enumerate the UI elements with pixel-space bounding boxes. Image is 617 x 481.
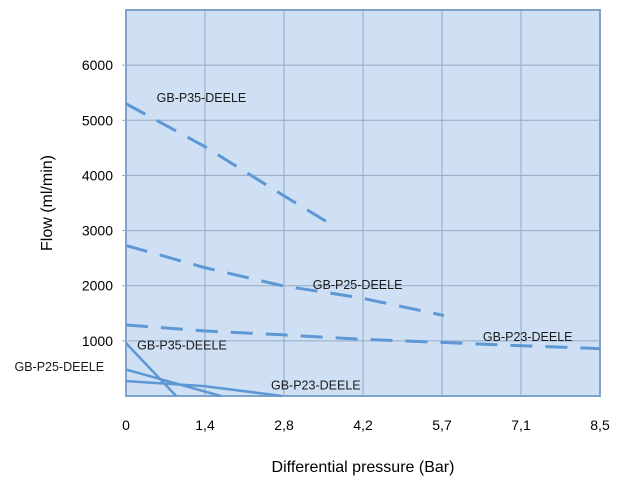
- y-tick-label: 4000: [82, 167, 113, 183]
- series-line-gb-p23-deele-dashed: [125, 323, 601, 351]
- series-line-gb-p25-deele-solid: [125, 368, 222, 398]
- series-label-gb-p23-deele: GB-P23-DEELE: [483, 330, 573, 344]
- series-label-gb-p23-deele: GB-P23-DEELE: [271, 378, 361, 392]
- x-tick-label: 5,7: [432, 417, 452, 433]
- x-tick-label: 4,2: [353, 417, 373, 433]
- series-line-gb-p35-deele-dashed: [125, 102, 334, 227]
- y-tick-label: 1000: [82, 333, 113, 349]
- x-tick-label: 8,5: [590, 417, 610, 433]
- series-label-gb-p25-deele: GB-P25-DEELE: [14, 360, 104, 374]
- x-axis-title: Differential pressure (Bar): [272, 459, 455, 476]
- series-label-gb-p35-deele: GB-P35-DEELE: [157, 91, 247, 105]
- y-tick-label: 3000: [82, 223, 113, 239]
- x-tick-label: 1,4: [195, 417, 215, 433]
- series-line-gb-p23-deele-solid: [125, 379, 283, 398]
- series-layer: [125, 102, 601, 398]
- series-label-gb-p35-deele: GB-P35-DEELE: [137, 339, 227, 353]
- series-label-gb-p25-deele: GB-P25-DEELE: [313, 278, 403, 292]
- y-tick-label: 6000: [82, 57, 113, 73]
- series-line-gb-p25-deele-dashed: [125, 244, 445, 317]
- y-tick-label: 5000: [82, 112, 113, 128]
- x-tick-label: 0: [122, 417, 130, 433]
- series-annotations: GB-P35-DEELE GB-P25-DEELE GB-P23-DEELE GB-P…: [14, 91, 572, 392]
- x-tick-label: 7,1: [511, 417, 531, 433]
- series-line-gb-p35-deele-solid: [125, 342, 178, 397]
- y-tick-labels: 1000 2000 3000 4000 5000 6000: [82, 57, 113, 349]
- y-axis-title: Flow (ml/min): [39, 155, 56, 251]
- x-tick-labels: 0 1,4 2,8 4,2 5,7 7,1 8,5: [122, 417, 610, 433]
- x-tick-label: 2,8: [274, 417, 294, 433]
- y-tick-label: 2000: [82, 278, 113, 294]
